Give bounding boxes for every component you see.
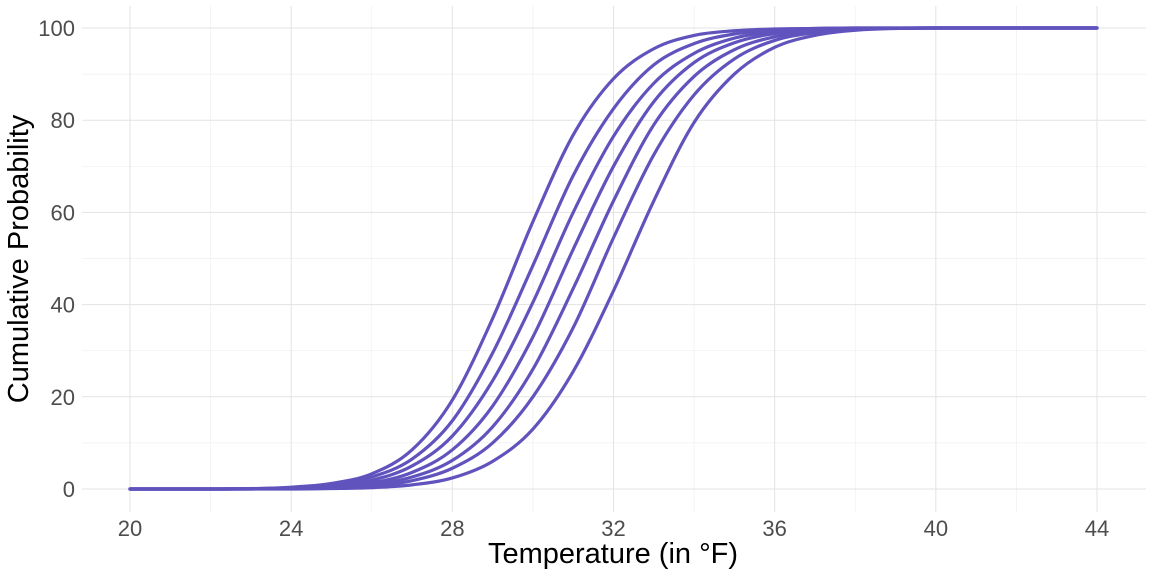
x-tick-label: 44 xyxy=(1085,516,1109,541)
x-tick-label: 24 xyxy=(279,516,303,541)
y-tick-label: 20 xyxy=(51,385,75,410)
x-tick-label: 28 xyxy=(440,516,464,541)
x-tick-label: 36 xyxy=(762,516,786,541)
y-tick-label: 80 xyxy=(51,108,75,133)
x-tick-label: 40 xyxy=(924,516,948,541)
y-tick-label: 40 xyxy=(51,293,75,318)
y-axis-tick-labels: 0 20 40 60 80 100 xyxy=(38,16,75,502)
x-tick-label: 20 xyxy=(118,516,142,541)
y-tick-label: 60 xyxy=(51,200,75,225)
y-tick-label: 100 xyxy=(38,16,75,41)
x-tick-label: 32 xyxy=(601,516,625,541)
x-axis-tick-labels: 20 24 28 32 36 40 44 xyxy=(118,516,1109,541)
series-layer xyxy=(128,26,1099,491)
x-axis-title: Temperature (in °F) xyxy=(488,538,738,570)
cdf-curve-7 xyxy=(128,26,1099,491)
grid xyxy=(82,6,1146,512)
y-axis-title: Cumulative Probability xyxy=(3,114,35,403)
y-tick-label: 0 xyxy=(63,477,75,502)
